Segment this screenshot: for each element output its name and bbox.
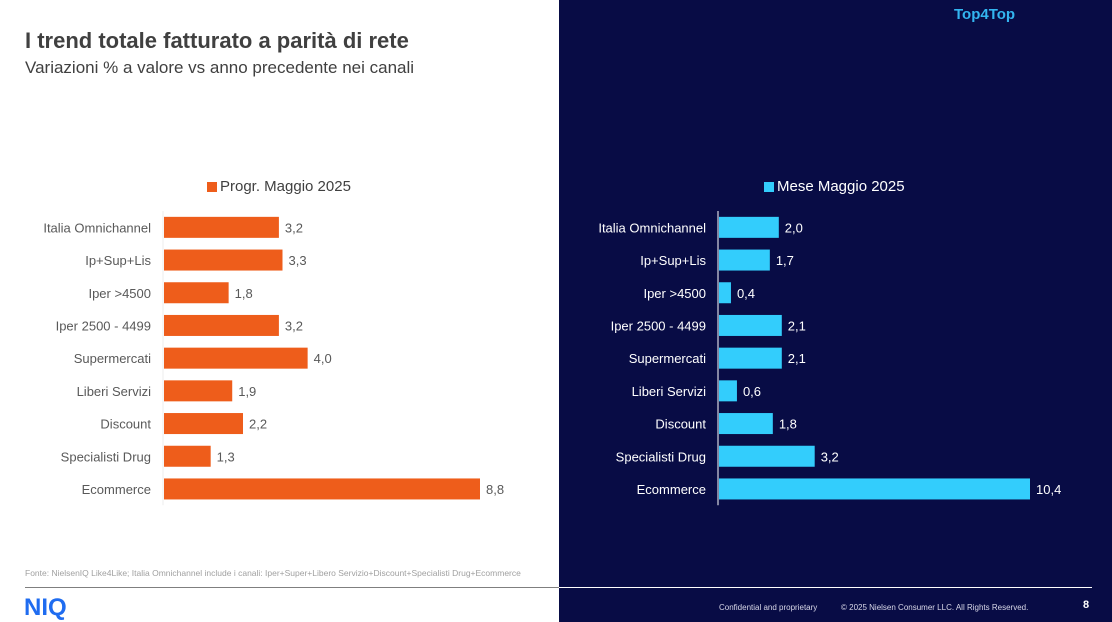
mese-bar [719, 445, 815, 467]
mese-value-label: 0,6 [743, 384, 761, 399]
right-panel [559, 0, 1112, 622]
mese-category-label: Ip+Sup+Lis [640, 253, 706, 268]
mese-category-label: Liberi Servizi [632, 384, 707, 399]
mese-bar [719, 282, 731, 304]
legend-swatch-progr [207, 181, 217, 192]
page-number: 8 [1083, 599, 1090, 611]
left-panel [0, 0, 559, 622]
mese-category-label: Ecommerce [637, 482, 706, 497]
chart-mese: Italia Omnichannel 2,0 Ip+Sup+Lis 1,7 Iper >… [598, 211, 1061, 506]
progr-value-label: 8,8 [486, 482, 504, 497]
legend-label-mese: Mese Maggio 2025 [777, 178, 905, 195]
legend-mese: Mese Maggio 2025 [764, 178, 905, 195]
mese-bar [719, 216, 779, 238]
mese-value-label: 2,1 [788, 351, 806, 366]
progr-bar [164, 282, 229, 304]
footer-divider-right [559, 587, 1092, 588]
mese-value-label: 1,8 [779, 417, 797, 432]
progr-category-label: Ip+Sup+Lis [85, 253, 151, 268]
page-title: I trend totale fatturato a parità di ret… [25, 28, 409, 53]
mese-bar [719, 380, 737, 402]
footer-divider-left [25, 587, 559, 588]
progr-category-label: Iper 2500 - 4499 [56, 318, 151, 333]
mese-bar [719, 314, 782, 336]
progr-value-label: 4,0 [314, 351, 332, 366]
progr-bar [164, 413, 243, 435]
legend-progr: Progr. Maggio 2025 [207, 178, 351, 195]
progr-bar [164, 216, 279, 238]
confidential-label: Confidential and proprietary [719, 603, 818, 612]
legend-swatch-mese [764, 181, 774, 192]
progr-value-label: 3,3 [289, 253, 307, 268]
mese-category-label: Specialisti Drug [616, 449, 706, 464]
progr-value-label: 1,8 [235, 286, 253, 301]
progr-category-label: Supermercati [74, 351, 151, 366]
progr-bar [164, 478, 480, 500]
mese-value-label: 2,0 [785, 220, 803, 235]
progr-category-label: Ecommerce [82, 482, 151, 497]
progr-bar [164, 380, 233, 402]
mese-category-label: Iper >4500 [643, 286, 706, 301]
progr-category-label: Liberi Servizi [77, 384, 152, 399]
progr-bar [164, 249, 283, 271]
progr-value-label: 1,9 [238, 384, 256, 399]
mese-value-label: 3,2 [821, 449, 839, 464]
mese-category-label: Italia Omnichannel [598, 220, 706, 235]
mese-category-label: Supermercati [629, 351, 706, 366]
progr-category-label: Iper >4500 [88, 286, 151, 301]
progr-bar [164, 445, 211, 467]
progr-bar [164, 347, 308, 369]
mese-bar [719, 347, 782, 369]
mese-bar [719, 249, 770, 271]
progr-value-label: 2,2 [249, 417, 267, 432]
source-footnote: Fonte: NielsenIQ Like4Like; Italia Omnic… [25, 568, 521, 578]
mese-category-label: Iper 2500 - 4499 [611, 318, 706, 333]
mese-value-label: 0,4 [737, 286, 755, 301]
mese-value-label: 1,7 [776, 253, 794, 268]
progr-value-label: 1,3 [217, 449, 235, 464]
progr-value-label: 3,2 [285, 220, 303, 235]
mese-bar [719, 413, 773, 435]
progr-value-label: 3,2 [285, 318, 303, 333]
brand-tag: Top4Top [954, 6, 1016, 23]
mese-category-label: Discount [655, 417, 706, 432]
progr-category-label: Specialisti Drug [61, 449, 151, 464]
page-subtitle: Variazioni % a valore vs anno precedente… [25, 58, 415, 77]
mese-bar [719, 478, 1030, 500]
mese-value-label: 2,1 [788, 318, 806, 333]
niq-logo: NIQ [24, 594, 67, 621]
chart-progr: Italia Omnichannel 3,2 Ip+Sup+Lis 3,3 Iper >… [43, 211, 504, 506]
mese-value-label: 10,4 [1036, 482, 1061, 497]
progr-category-label: Discount [100, 417, 151, 432]
progr-bar [164, 314, 279, 336]
progr-category-label: Italia Omnichannel [43, 220, 151, 235]
copyright-label: © 2025 Nielsen Consumer LLC. All Rights … [841, 603, 1029, 612]
legend-label-progr: Progr. Maggio 2025 [220, 178, 351, 195]
